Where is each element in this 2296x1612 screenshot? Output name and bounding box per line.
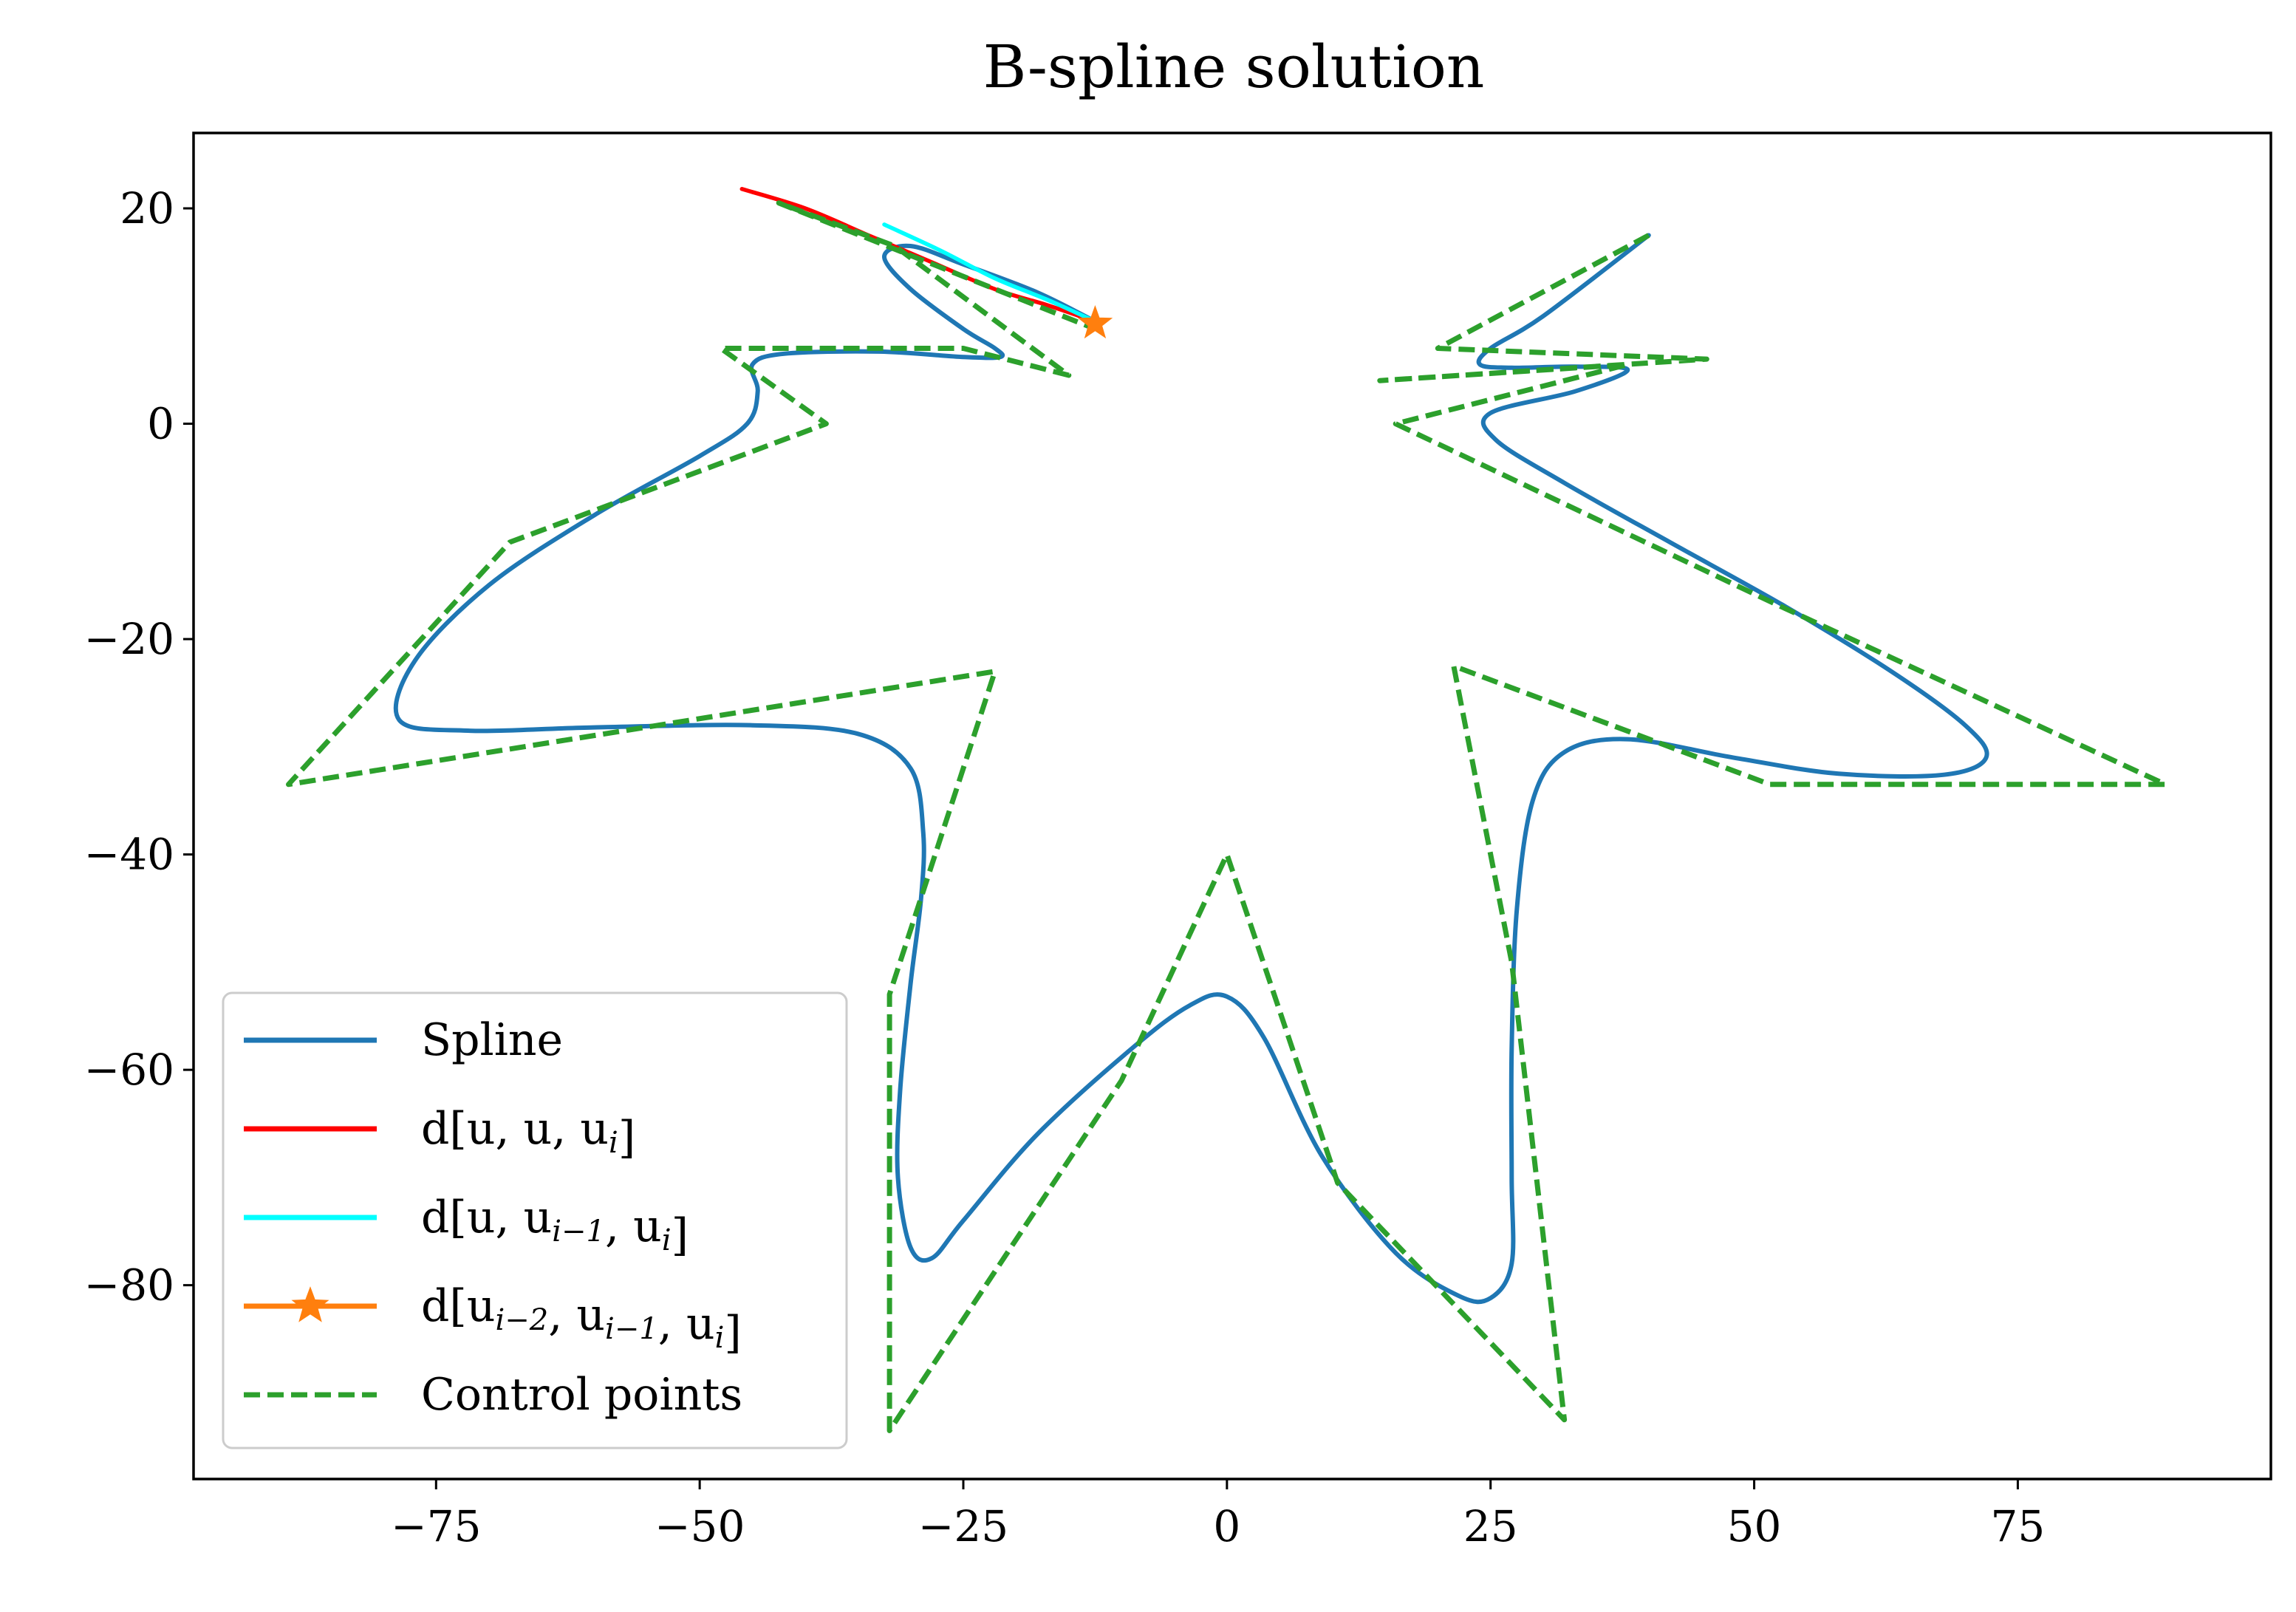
x-axis: −75 −50 −25 0 25 50 75	[391, 1479, 2045, 1551]
legend-label-d-u-ui1-ui: d[u, ui−1, ui]	[421, 1192, 689, 1261]
y-axis: 20 0 −20 −40 −60 −80	[84, 183, 194, 1311]
legend-label-control: Control points	[421, 1369, 742, 1421]
y-tick-label: −60	[84, 1045, 174, 1095]
x-tick-label: 25	[1463, 1501, 1518, 1551]
y-tick-label: −20	[84, 614, 174, 664]
y-tick-label: 20	[120, 183, 174, 233]
chart-title: B-spline solution	[983, 33, 1485, 101]
legend-label-spline: Spline	[421, 1014, 563, 1066]
x-tick-label: 50	[1727, 1501, 1782, 1551]
x-tick-label: −25	[918, 1501, 1008, 1551]
y-tick-label: −40	[84, 830, 174, 880]
x-tick-label: 0	[1213, 1501, 1240, 1551]
x-tick-label: −50	[655, 1501, 745, 1551]
x-tick-label: 75	[1991, 1501, 2046, 1551]
legend-label-d-ui2-ui1-ui: d[ui−2, ui−1, ui]	[421, 1280, 742, 1359]
legend-box	[222, 991, 848, 1449]
y-tick-label: 0	[147, 399, 174, 449]
plot-area	[286, 187, 2168, 1433]
series-spline	[393, 233, 1989, 1305]
legend-label-d-u-u-ui: d[u, u, ui]	[421, 1103, 635, 1164]
star-marker-0	[1077, 305, 1113, 339]
y-tick-label: −80	[84, 1260, 174, 1311]
legend-star-marker	[291, 1286, 329, 1322]
series-d-u-ui1-ui	[882, 222, 1098, 324]
legend: Spline d[u, u, ui] d[u, ui−1, ui] d[ui−2, u…	[222, 991, 848, 1449]
plot-frame	[192, 132, 2272, 1480]
series-control	[286, 200, 2168, 1433]
x-tick-label: −75	[391, 1501, 481, 1551]
